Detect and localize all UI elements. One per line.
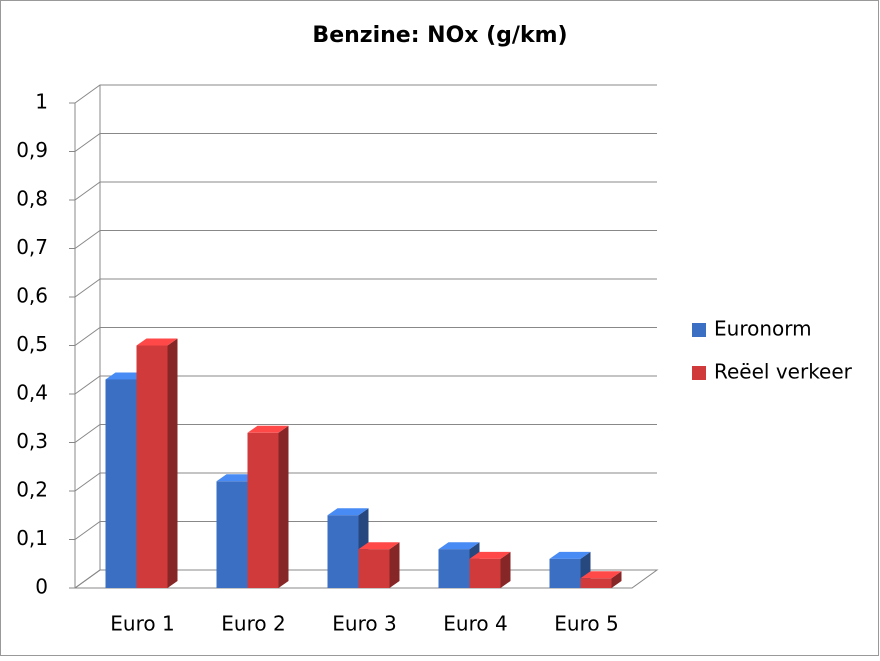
x-tick-label: Euro 2 <box>221 612 285 636</box>
y-tick-label: 0,2 <box>16 478 48 502</box>
x-tick-label: Euro 5 <box>554 612 618 636</box>
grid-line <box>74 133 657 152</box>
bar <box>136 338 178 588</box>
grid-line <box>74 521 657 540</box>
y-tick-label: 0,3 <box>16 429 48 453</box>
grid-line <box>74 327 657 346</box>
bar-front <box>136 345 168 588</box>
bar-side <box>167 338 178 588</box>
bar-top <box>549 551 591 559</box>
bar-side <box>278 425 289 588</box>
grid-line <box>74 84 657 104</box>
bar-front <box>105 379 137 588</box>
bar-front <box>580 578 612 588</box>
y-tick-label: 1 <box>35 90 48 114</box>
grid-line <box>74 181 657 201</box>
bar-front <box>469 558 501 588</box>
bar-top <box>358 542 400 550</box>
bar-side <box>611 571 622 588</box>
x-tick-label: Euro 3 <box>332 612 396 636</box>
legend-label: Reëel verkeer <box>714 360 853 384</box>
y-tick-label: 0,6 <box>16 284 48 308</box>
bar <box>469 551 511 588</box>
bar <box>580 571 622 588</box>
grid-line <box>74 375 657 395</box>
legend-label: Euronorm <box>714 317 812 341</box>
grid-line <box>74 278 657 298</box>
grid-line <box>74 424 657 443</box>
bar-front <box>216 481 248 588</box>
bar-front <box>327 515 359 588</box>
bar-top <box>247 425 289 433</box>
y-tick-label: 0,1 <box>16 526 48 550</box>
grid-line <box>74 472 657 492</box>
bar-top <box>469 551 511 559</box>
bar-top <box>327 508 369 516</box>
x-tick-label: Euro 1 <box>110 612 174 636</box>
bar-front <box>247 432 279 588</box>
legend-swatch <box>692 366 706 380</box>
bar-front <box>438 549 470 588</box>
bar-top <box>580 571 622 579</box>
bar-top <box>438 542 480 550</box>
y-tick-label: 0,7 <box>16 235 48 259</box>
x-tick-label: Euro 4 <box>443 612 507 636</box>
y-tick-label: 0,9 <box>16 138 48 162</box>
bar <box>247 425 289 588</box>
bar-top <box>105 372 147 380</box>
bar-front <box>358 549 390 588</box>
bar-side <box>500 551 511 588</box>
bar-top <box>136 338 178 346</box>
chart-title: Benzine: NOx (g/km) <box>312 23 567 48</box>
grid-line <box>74 230 657 249</box>
bar-top <box>216 474 258 482</box>
y-tick-label: 0,8 <box>16 187 48 211</box>
legend-swatch <box>692 323 706 337</box>
y-tick-label: 0,5 <box>16 332 48 356</box>
bar-side <box>389 542 400 588</box>
bar <box>358 542 400 588</box>
bar-front <box>549 558 581 588</box>
y-tick-label: 0,4 <box>16 381 48 405</box>
y-tick-label: 0 <box>35 575 48 599</box>
